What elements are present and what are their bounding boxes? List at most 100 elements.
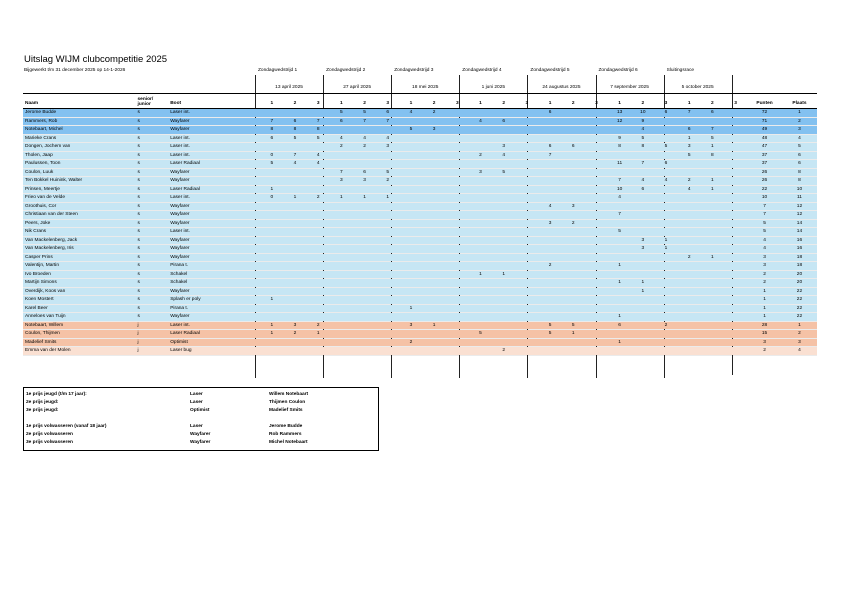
cell-naam: Dongen, Jochem van bbox=[23, 142, 136, 151]
cell-score bbox=[260, 253, 284, 262]
cell-score bbox=[306, 142, 330, 151]
cell-score: 5 bbox=[608, 227, 632, 236]
cell-score bbox=[677, 236, 701, 245]
cell-plaats: 20 bbox=[781, 270, 817, 279]
cell-score bbox=[584, 202, 609, 211]
table-row: Emma van der Molen j Laser bug 2 2 4 bbox=[23, 346, 817, 355]
table-row: Marieke Crans s Laser int. 6 5 5 4 4 4 9 5 1 5 48 4 bbox=[23, 134, 817, 143]
cell-score bbox=[306, 338, 330, 347]
cell-punten: 4 bbox=[747, 244, 782, 253]
cell-score: 6 bbox=[677, 125, 701, 134]
cell-score bbox=[584, 270, 609, 279]
cell-score bbox=[445, 125, 469, 134]
cell-score bbox=[306, 227, 330, 236]
cell-score bbox=[561, 134, 585, 143]
cell-score bbox=[468, 346, 493, 355]
cell-score bbox=[306, 278, 330, 287]
cell-score: 6 bbox=[538, 108, 562, 117]
cell-score bbox=[677, 295, 701, 304]
cell-naam: Emma van der Molen bbox=[23, 346, 136, 355]
cell-boot: Wayfarer bbox=[168, 236, 261, 245]
cell-score bbox=[584, 125, 609, 134]
cell-score bbox=[376, 261, 400, 270]
table-row: Peers, Joke s Wayfarer 3 2 5 14 bbox=[23, 219, 817, 228]
cell-score bbox=[283, 202, 307, 211]
table-row: Jerome Budde s Laser int. 5 5 6 4 2 6 13 10 6 7 6 72 1 bbox=[23, 108, 817, 117]
cell-plaats: 3 bbox=[781, 125, 817, 134]
cell-boot: Wayfarer bbox=[168, 244, 261, 253]
cell-score bbox=[260, 108, 284, 117]
cell-boot: Wayfarer bbox=[168, 176, 261, 185]
cell-score bbox=[515, 270, 539, 279]
cell-score: 5 bbox=[352, 108, 377, 117]
cell-plaats: 20 bbox=[781, 278, 817, 287]
round-date: 27 april 2025 bbox=[343, 85, 372, 90]
cell-score bbox=[445, 329, 469, 338]
cell-score bbox=[329, 244, 353, 253]
cell-boot: Laser int. bbox=[168, 227, 261, 236]
cell-naam: Madelief Smits bbox=[23, 338, 136, 347]
page-subtitle: Bijgewerkt t/m 31 december 2025 op 14-1-… bbox=[24, 68, 126, 73]
cell-score bbox=[376, 202, 400, 211]
prize-boot: Laser bbox=[190, 424, 203, 429]
cell-score bbox=[283, 210, 307, 219]
cell-score bbox=[723, 287, 748, 296]
col-race-number: 1 bbox=[479, 101, 482, 106]
cell-score bbox=[468, 193, 493, 202]
cell-punten: 15 bbox=[747, 329, 782, 338]
cell-score bbox=[445, 151, 469, 160]
cell-score: 6 bbox=[492, 117, 516, 126]
cell-score bbox=[584, 193, 609, 202]
cell-boot: Laser int. bbox=[168, 321, 261, 330]
table-row: Rammers, Rob s Wayfarer 7 6 7 6 7 7 4 6 12 9 71 2 bbox=[23, 117, 817, 126]
cell-score bbox=[677, 210, 701, 219]
cell-score bbox=[492, 295, 516, 304]
cell-score bbox=[352, 287, 377, 296]
cell-score bbox=[631, 270, 655, 279]
cell-score bbox=[608, 151, 632, 160]
cell-score bbox=[561, 287, 585, 296]
cell-score bbox=[700, 312, 724, 321]
cell-plaats: 12 bbox=[781, 210, 817, 219]
cell-score bbox=[399, 168, 423, 177]
cell-senior-junior: s bbox=[135, 159, 169, 168]
cell-boot: Pirana t. bbox=[168, 261, 261, 270]
cell-score bbox=[445, 244, 469, 253]
cell-score: 3 bbox=[631, 244, 655, 253]
cell-score bbox=[700, 219, 724, 228]
cell-score bbox=[723, 134, 748, 143]
cell-naam: Van Mackelenberg, Jack bbox=[23, 236, 136, 245]
cell-boot: Wayfarer bbox=[168, 253, 261, 262]
cell-score bbox=[422, 270, 446, 279]
cell-score bbox=[723, 151, 748, 160]
cell-score bbox=[492, 210, 516, 219]
cell-score bbox=[677, 346, 701, 355]
cell-plaats: 18 bbox=[781, 261, 817, 270]
results-table: Naam senior/ junior Boot 1 2 3 1 2 3 1 2 3 1 2 3 1 2 3 1 2 3… bbox=[23, 93, 817, 356]
cell-score bbox=[306, 244, 330, 253]
cell-score bbox=[329, 125, 353, 134]
col-race-number: 1 bbox=[340, 101, 343, 106]
cell-score bbox=[515, 244, 539, 253]
cell-score bbox=[538, 287, 562, 296]
cell-score bbox=[584, 253, 609, 262]
cell-score bbox=[723, 219, 748, 228]
cell-score bbox=[561, 168, 585, 177]
table-row: Van Mackelenberg, Jack s Wayfarer 3 1 4 16 bbox=[23, 236, 817, 245]
cell-score: 2 bbox=[468, 151, 493, 160]
col-boot: Boot bbox=[170, 101, 182, 106]
cell-score bbox=[468, 304, 493, 313]
cell-score bbox=[561, 159, 585, 168]
cell-score bbox=[329, 329, 353, 338]
cell-score bbox=[654, 151, 678, 160]
cell-score bbox=[422, 202, 446, 211]
cell-score bbox=[677, 159, 701, 168]
cell-score bbox=[376, 125, 400, 134]
cell-score bbox=[515, 312, 539, 321]
cell-score bbox=[654, 261, 678, 270]
cell-score bbox=[584, 108, 609, 117]
cell-score: 1 bbox=[654, 244, 678, 253]
prize-row: 2e prijs jeugd: Laser Thijmen Coulon bbox=[24, 399, 378, 407]
table-row: Karel Beer s Pirana t. 1 1 22 bbox=[23, 304, 817, 313]
cell-score: 7 bbox=[631, 159, 655, 168]
